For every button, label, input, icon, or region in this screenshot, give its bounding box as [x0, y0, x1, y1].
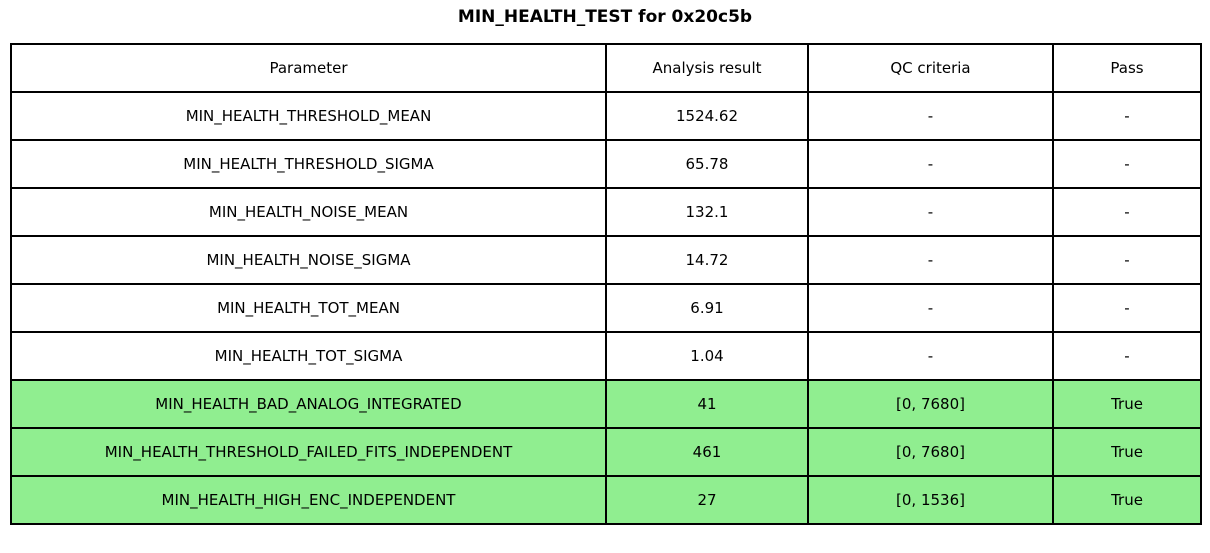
table-body: MIN_HEALTH_THRESHOLD_MEAN 1524.62- - MIN_HE… [10, 91, 1202, 525]
pass-cell: - [1052, 91, 1202, 141]
result-cell: 27 [605, 475, 809, 525]
table-row: MIN_HEALTH_BAD_ANALOG_INTEGRATED 41 [0, 76… [10, 379, 1202, 429]
pass-cell: - [1052, 283, 1202, 333]
result-cell: 132.1 [605, 187, 809, 237]
qc-criteria-cell: - [807, 283, 1054, 333]
table-row: MIN_HEALTH_THRESHOLD_SIGMA 65.78- - [10, 139, 1202, 189]
table-row: MIN_HEALTH_NOISE_SIGMA 14.72- - [10, 235, 1202, 285]
parameter-cell: MIN_HEALTH_TOT_MEAN [10, 283, 607, 333]
result-cell: 1.04 [605, 331, 809, 381]
qc-criteria-cell: - [807, 91, 1054, 141]
parameter-cell: MIN_HEALTH_HIGH_ENC_INDEPENDENT [10, 475, 607, 525]
parameter-cell: MIN_HEALTH_THRESHOLD_SIGMA [10, 139, 607, 189]
page-title: MIN_HEALTH_TEST for 0x20c5b [457, 7, 753, 27]
pass-cell: - [1052, 331, 1202, 381]
result-cell: 65.78 [605, 139, 809, 189]
parameter-cell: MIN_HEALTH_THRESHOLD_MEAN [10, 91, 607, 141]
table-row: MIN_HEALTH_TOT_SIGMA 1.04- - [10, 331, 1202, 381]
result-cell: 41 [605, 379, 809, 429]
result-cell: 14.72 [605, 235, 809, 285]
pass-cell: - [1052, 187, 1202, 237]
result-cell: 1524.62 [605, 91, 809, 141]
parameter-cell: MIN_HEALTH_NOISE_SIGMA [10, 235, 607, 285]
qc-criteria-cell: - [807, 187, 1054, 237]
qc-criteria-cell: - [807, 331, 1054, 381]
table-row: MIN_HEALTH_HIGH_ENC_INDEPENDENT 27 [0, 153… [10, 475, 1202, 525]
pass-cell: True [1052, 475, 1202, 525]
qc-criteria-cell: [0, 7680] [807, 427, 1054, 477]
qc-criteria-cell: - [807, 139, 1054, 189]
qc-results-table: Parameter Analysis result QC criteria Pa… [10, 43, 1202, 525]
parameter-cell: MIN_HEALTH_THRESHOLD_FAILED_FITS_INDEPEN… [10, 427, 607, 477]
result-cell: 6.91 [605, 283, 809, 333]
column-header-analysis-result: Analysis result [605, 43, 809, 93]
column-header-parameter: Parameter [10, 43, 607, 93]
parameter-cell: MIN_HEALTH_TOT_SIGMA [10, 331, 607, 381]
column-header-pass: Pass [1052, 43, 1202, 93]
pass-cell: - [1052, 139, 1202, 189]
table-row: MIN_HEALTH_THRESHOLD_FAILED_FITS_INDEPEN… [10, 427, 1202, 477]
pass-cell: True [1052, 427, 1202, 477]
table-header-row: Parameter Analysis result QC criteria Pa… [10, 43, 1202, 93]
result-cell: 461 [605, 427, 809, 477]
table-row: MIN_HEALTH_NOISE_MEAN 132.1- - [10, 187, 1202, 237]
qc-criteria-cell: [0, 7680] [807, 379, 1054, 429]
table-row: MIN_HEALTH_TOT_MEAN 6.91- - [10, 283, 1202, 333]
table-row: MIN_HEALTH_THRESHOLD_MEAN 1524.62- - [10, 91, 1202, 141]
column-header-qc-criteria: QC criteria [807, 43, 1054, 93]
qc-criteria-cell: [0, 1536] [807, 475, 1054, 525]
parameter-cell: MIN_HEALTH_NOISE_MEAN [10, 187, 607, 237]
pass-cell: - [1052, 235, 1202, 285]
qc-criteria-cell: - [807, 235, 1054, 285]
pass-cell: True [1052, 379, 1202, 429]
parameter-cell: MIN_HEALTH_BAD_ANALOG_INTEGRATED [10, 379, 607, 429]
